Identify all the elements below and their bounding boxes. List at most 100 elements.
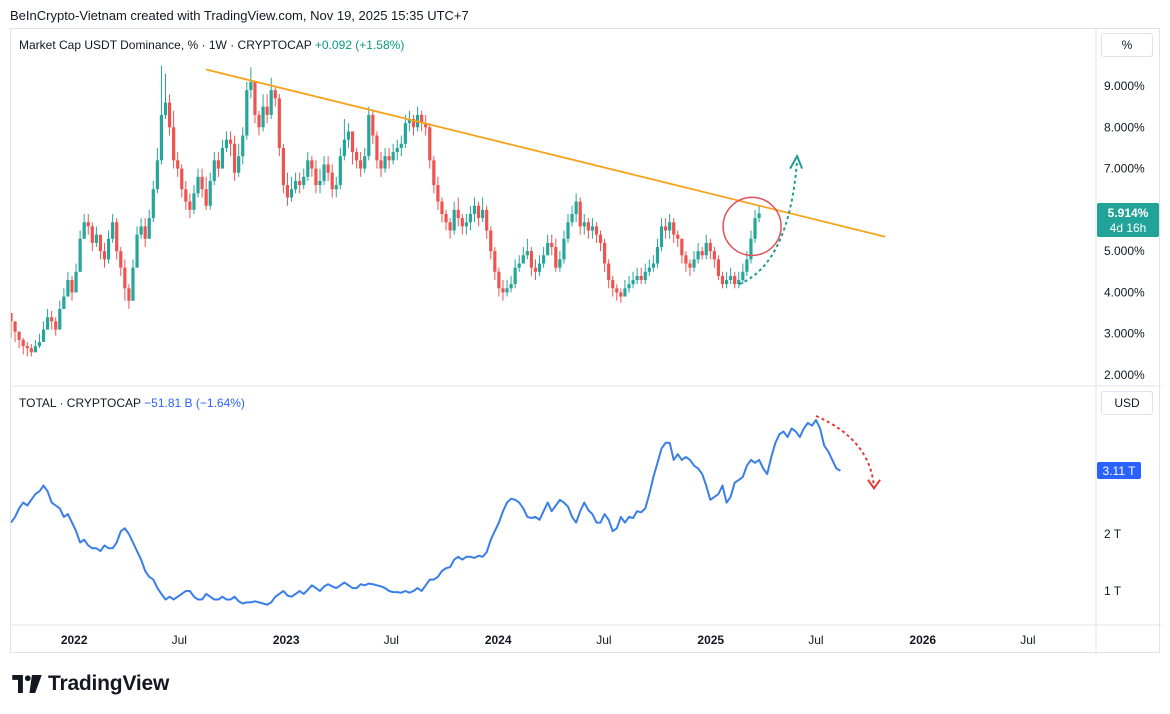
candle [318,168,322,194]
dominance-y-tick: 5.000% [1104,244,1145,258]
candle [712,247,716,268]
candle [411,114,416,136]
time-axis-tick: Jul [1020,633,1035,647]
candle [696,242,700,264]
candle [74,263,78,293]
candle [281,143,286,194]
candle [50,311,54,330]
candle [415,106,420,132]
candle [403,114,407,148]
candle [228,131,233,157]
candle [501,280,505,301]
candle [607,259,611,289]
trendline-layer [205,68,886,238]
candle [517,255,521,272]
candle [111,213,115,243]
candle [651,255,655,272]
candle [472,197,477,223]
chart-canvas: 9.000%8.000%7.000%6.000%5.000%4.000%3.00… [11,29,1161,654]
total-last-value-badge: 3.11 T [1097,462,1141,479]
candle [115,218,119,260]
candle [505,280,509,297]
candle [663,218,668,239]
candle [350,131,355,165]
candle [346,123,351,148]
candle [151,180,155,223]
candle [17,331,21,349]
total-change-pct: (−1.64%) [195,396,245,410]
total-legend[interactable]: TOTAL · CRYPTOCAP −51.81 B (−1.64%) [19,396,245,410]
candle [521,247,525,264]
dominance-change-pct: (+1.58%) [355,38,405,52]
candle [676,230,680,248]
dominance-axis-unit-button[interactable]: % [1101,33,1153,57]
candle [704,234,708,260]
candle [371,110,375,144]
candle [468,205,473,231]
dominance-symbol: Market Cap USDT Dominance [19,38,181,52]
candle [338,147,342,190]
candle [216,152,220,177]
candle [476,201,481,227]
candle [13,321,17,342]
candle [241,127,245,165]
candle [574,193,578,223]
candle [460,213,464,235]
annotation-layer [722,153,881,491]
total-market-cap-line[interactable] [11,419,841,606]
candle [379,152,383,177]
candle [62,288,66,309]
resistance-trendline[interactable] [205,68,886,238]
time-axis-tick: Jul [384,633,399,647]
dominance-legend[interactable]: Market Cap USDT Dominance, % · 1W · CRYP… [19,38,405,52]
projection-down-arrow[interactable] [815,415,876,489]
candle [554,238,558,272]
candle [298,172,302,194]
tradingview-logo[interactable]: TradingView [12,672,169,696]
candle [322,156,326,186]
candle [29,344,33,357]
candle [310,156,314,177]
candle [578,197,582,235]
candle [737,271,741,289]
tradingview-logo-text: TradingView [48,672,170,695]
projection-up-arrow[interactable] [738,160,799,286]
total-axis-unit-button[interactable]: USD [1101,391,1153,415]
candle [546,234,550,256]
candle [367,106,371,161]
candle [180,164,184,198]
candle [436,176,440,210]
candle [497,267,501,297]
dominance-exchange: CRYPTOCAP [237,38,312,52]
candle [363,147,367,173]
candle [131,259,135,301]
candle [86,213,90,235]
candle [631,271,635,289]
candle [257,110,261,136]
breakout-circle-annotation[interactable] [722,196,782,257]
candle [277,94,281,157]
total-last-value: 3.11 T [1103,464,1137,478]
candle [147,209,151,239]
candle [143,218,147,248]
candle [273,86,277,107]
candle [326,156,330,181]
candle [155,147,159,194]
candle [570,205,574,227]
candle [269,77,273,120]
candle [550,234,554,256]
candle [684,251,688,272]
candle [655,238,660,268]
time-axis[interactable]: 2022 Jul 2023 Jul 2024 Jul 2025 Jul 2026 Jul [61,633,1036,647]
candle [342,119,346,161]
candle [594,222,599,243]
candle [302,168,306,190]
time-axis-tick: Jul [172,633,187,647]
candle [224,131,229,153]
candle [212,152,216,186]
candle [533,259,538,281]
candle [611,275,615,297]
candle [45,308,50,330]
total-y-axis[interactable]: 1 T 2 T [1104,527,1122,598]
candle [635,267,639,285]
